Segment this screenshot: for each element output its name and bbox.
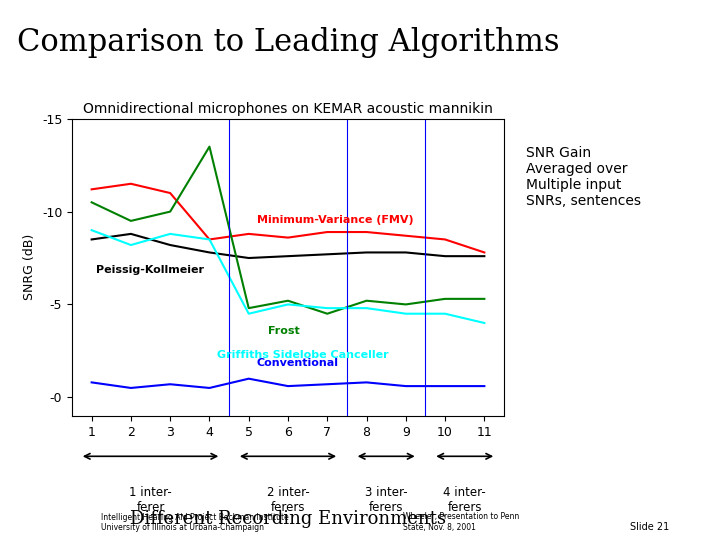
Text: 4 inter-
ferers: 4 inter- ferers	[444, 486, 486, 514]
Text: Frost: Frost	[269, 326, 300, 336]
Text: 2 inter-
ferers: 2 inter- ferers	[266, 486, 310, 514]
Text: Peissig-Kollmeier: Peissig-Kollmeier	[96, 265, 204, 275]
Text: SNR Gain
Averaged over
Multiple input
SNRs, sentences: SNR Gain Averaged over Multiple input SN…	[526, 146, 641, 208]
Text: Intelligent Hearing Aid Project Beckman Institute
University of Illinois at Urba: Intelligent Hearing Aid Project Beckman …	[101, 512, 289, 532]
Y-axis label: SNRG (dB): SNRG (dB)	[23, 234, 36, 300]
Text: Griffiths Sidelobe Canceller: Griffiths Sidelobe Canceller	[217, 350, 389, 360]
Text: Wheeler, Presentation to Penn
State, Nov. 8, 2001: Wheeler, Presentation to Penn State, Nov…	[403, 512, 519, 532]
Text: Comparison to Leading Algorithms: Comparison to Leading Algorithms	[17, 27, 559, 58]
Text: Minimum-Variance (FMV): Minimum-Variance (FMV)	[256, 215, 413, 225]
Text: Slide 21: Slide 21	[630, 522, 670, 532]
Text: 3 inter-
ferers: 3 inter- ferers	[365, 486, 408, 514]
Text: Different Recording Environments: Different Recording Environments	[130, 510, 446, 528]
Title: Omnidirectional microphones on KEMAR acoustic mannikin: Omnidirectional microphones on KEMAR aco…	[83, 102, 493, 116]
Text: Conventional: Conventional	[256, 357, 338, 368]
Text: 1 inter-
ferer: 1 inter- ferer	[129, 486, 172, 514]
